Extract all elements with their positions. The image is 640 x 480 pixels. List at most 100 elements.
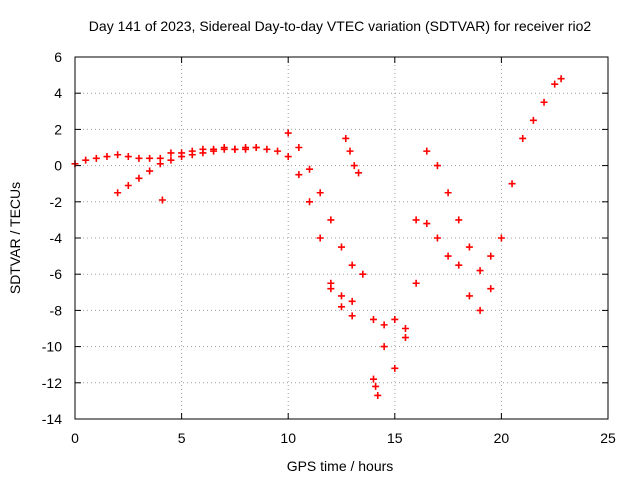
data-point-rising-branch (178, 153, 186, 161)
data-point-lower-afternoon-track (455, 261, 463, 269)
data-point-main-track (103, 153, 111, 161)
y-tick-label: 4 (54, 85, 62, 101)
data-point-main-track (316, 234, 324, 242)
data-point-rising-branch (252, 144, 260, 151)
data-point-afternoon-track (465, 243, 473, 251)
data-point-main-track (338, 303, 345, 311)
data-point-rising-branch (156, 160, 164, 168)
data-point-outlier-cluster (372, 382, 380, 390)
data-point-main-track (284, 153, 292, 161)
data-point-afternoon-track (433, 162, 441, 170)
data-point-second-track (327, 216, 335, 224)
data-point-afternoon-track (508, 180, 516, 188)
data-point-afternoon-track (412, 216, 420, 224)
data-point-main-track (295, 171, 303, 179)
data-point-lower-afternoon-track (423, 220, 431, 228)
data-point-lower-afternoon-track (412, 279, 420, 287)
data-point-afternoon-track (423, 147, 431, 155)
data-point-short-segment (342, 134, 350, 142)
data-point-rising-branch (124, 182, 132, 190)
data-point-afternoon-track (487, 252, 495, 260)
y-tick-labels: -14 -12 -10 -8 -6 -4 -2 0 2 4 6 (42, 49, 62, 427)
data-point-afternoon-track (380, 343, 388, 351)
x-tick-label: 10 (280, 430, 296, 446)
y-tick-label: -4 (50, 230, 63, 246)
x-tick-label: 15 (387, 430, 403, 446)
data-point-isolated-point (158, 196, 166, 204)
data-point-rising-branch (231, 145, 239, 153)
data-point-main-track (306, 198, 314, 206)
data-point-lower-afternoon-track (476, 306, 484, 314)
data-point-rising-branch (220, 145, 228, 153)
data-point-main-track (274, 147, 282, 155)
x-tick-label: 20 (494, 430, 510, 446)
data-point-second-track (295, 144, 303, 151)
x-axis-title: GPS time / hours (287, 458, 394, 474)
data-point-rising-branch (188, 151, 196, 159)
data-point-second-track (359, 270, 367, 278)
y-tick-label: -6 (50, 266, 63, 282)
data-point-evening-branch (327, 285, 335, 293)
data-point-short-segment (346, 147, 354, 155)
y-tick-label: -14 (42, 411, 62, 427)
data-point-main-track (92, 154, 100, 162)
data-point-lower-afternoon-track (380, 321, 388, 329)
data-point-afternoon-track (455, 216, 463, 224)
data-point-outlier-cluster (369, 375, 377, 383)
data-point-lower-afternoon-track (487, 285, 495, 293)
data-point-main-track (167, 149, 175, 157)
y-tick-label: 0 (54, 158, 62, 174)
y-tick-label: -8 (50, 302, 63, 318)
data-point-main-track (348, 312, 356, 320)
data-points (71, 75, 565, 399)
data-point-short-segment (355, 169, 363, 177)
data-point-main-track (263, 145, 271, 153)
data-point-lower-afternoon-track (433, 234, 441, 242)
data-point-main-track (135, 154, 143, 162)
data-point-second-track (316, 189, 324, 197)
data-point-second-track (306, 165, 314, 173)
data-point-afternoon-track (519, 134, 527, 142)
y-axis-title: SDTVAR / TECUs (7, 182, 23, 294)
data-point-afternoon-track (369, 315, 377, 323)
data-point-rising-branch (199, 149, 207, 157)
x-tick-labels: 0 5 10 15 20 25 (71, 430, 616, 446)
y-tick-label: -12 (42, 375, 62, 391)
data-point-rising-branch (167, 156, 175, 164)
y-tick-label: -2 (50, 194, 63, 210)
y-tick-label: -10 (42, 339, 62, 355)
data-point-afternoon-track (557, 75, 565, 83)
data-point-lower-afternoon-track (391, 315, 399, 323)
data-point-afternoon-track (391, 364, 399, 372)
data-point-outlier-cluster (374, 391, 382, 399)
x-tick-label: 5 (178, 430, 186, 446)
data-point-second-track (338, 243, 345, 251)
gridlines (75, 57, 608, 419)
data-point-rising-branch (146, 167, 154, 175)
plot-frame (74, 56, 609, 420)
data-point-afternoon-track (529, 116, 537, 124)
data-point-main-track (124, 153, 132, 161)
data-point-rising-branch (210, 147, 218, 155)
data-point-afternoon-track (476, 267, 484, 275)
data-point-main-track (82, 156, 90, 164)
x-tick-label: 0 (71, 430, 79, 446)
data-point-lower-afternoon-track (465, 292, 473, 300)
data-point-second-track (284, 129, 292, 137)
data-point-short-segment (350, 162, 358, 170)
chart-title: Day 141 of 2023, Sidereal Day-to-day VTE… (89, 18, 592, 34)
data-point-rising-branch (114, 189, 122, 197)
data-point-afternoon-track (401, 325, 409, 332)
data-point-evening-branch (338, 292, 345, 300)
data-point-afternoon-track (540, 98, 548, 106)
data-point-afternoon-track (551, 80, 559, 88)
data-point-evening-branch (348, 297, 356, 305)
data-point-rising-branch (242, 144, 250, 151)
data-point-afternoon-track (497, 234, 505, 242)
data-point-lower-afternoon-track (444, 252, 452, 260)
data-point-main-track (146, 154, 154, 162)
y-tick-label: 6 (54, 49, 62, 65)
data-point-main-track (114, 151, 122, 159)
tick-marks (74, 56, 609, 420)
